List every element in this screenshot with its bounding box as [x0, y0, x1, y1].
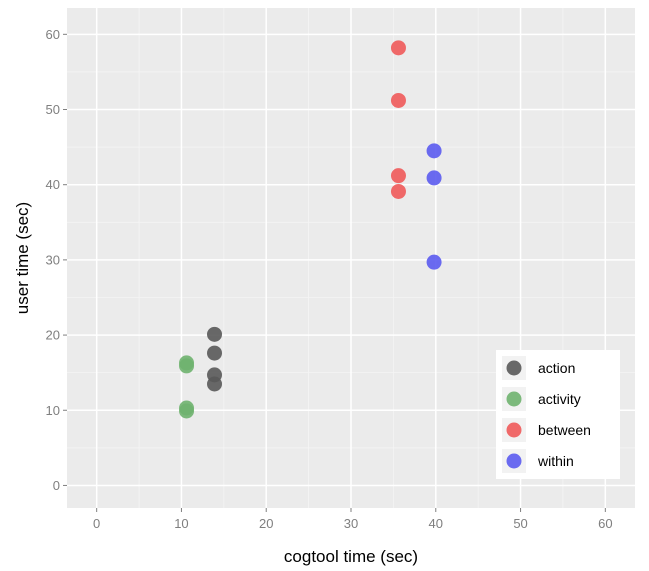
legend-label-action: action [538, 360, 575, 376]
y-tick-label: 60 [46, 27, 60, 42]
x-tick-label: 0 [93, 516, 100, 531]
x-axis-title: cogtool time (sec) [284, 547, 418, 566]
data-point-within [427, 170, 442, 185]
data-point-between [391, 40, 406, 55]
legend-label-within: within [537, 453, 574, 469]
data-point-activity [179, 358, 194, 373]
data-point-between [391, 168, 406, 183]
data-point-between [391, 184, 406, 199]
legend-label-between: between [538, 422, 591, 438]
legend-label-activity: activity [538, 391, 581, 407]
legend-swatch-action [507, 361, 522, 376]
data-point-activity [179, 404, 194, 419]
y-tick-label: 50 [46, 102, 60, 117]
data-point-within [427, 255, 442, 270]
x-tick-label: 30 [344, 516, 358, 531]
legend-swatch-activity [507, 392, 522, 407]
legend-swatch-between [507, 423, 522, 438]
x-tick-label: 60 [598, 516, 612, 531]
legend-swatch-within [507, 454, 522, 469]
y-tick-label: 40 [46, 177, 60, 192]
y-tick-label: 10 [46, 403, 60, 418]
x-tick-label: 10 [174, 516, 188, 531]
data-point-between [391, 93, 406, 108]
data-point-action [207, 376, 222, 391]
y-tick-label: 20 [46, 328, 60, 343]
y-axis-title: user time (sec) [13, 202, 32, 314]
data-point-action [207, 346, 222, 361]
x-tick-label: 50 [513, 516, 527, 531]
y-tick-label: 30 [46, 252, 60, 267]
legend: action activity between within [496, 350, 620, 479]
y-tick-label: 0 [53, 478, 60, 493]
x-tick-label: 20 [259, 516, 273, 531]
data-point-within [427, 143, 442, 158]
x-tick-label: 40 [429, 516, 443, 531]
data-point-action [207, 327, 222, 342]
